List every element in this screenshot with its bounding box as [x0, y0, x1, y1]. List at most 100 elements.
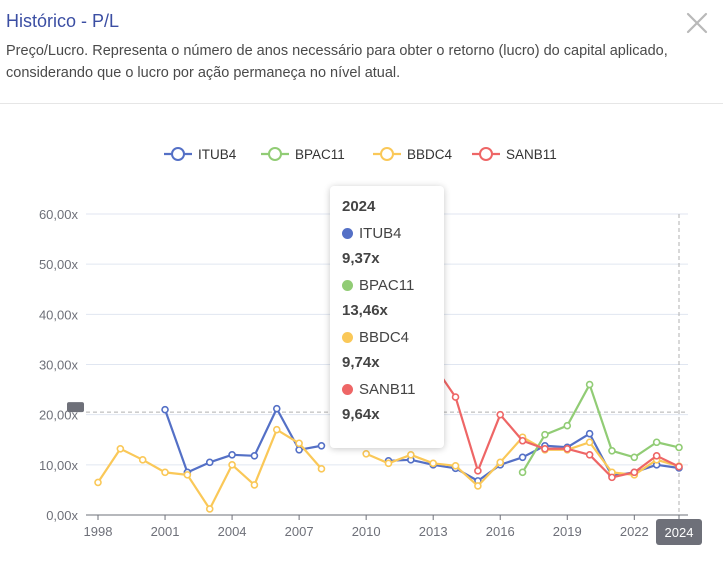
data-point — [518, 468, 527, 477]
tooltip-series-name: ITUB4 — [359, 224, 402, 242]
x-tick-label: 2016 — [486, 524, 515, 539]
data-point — [474, 467, 482, 475]
tooltip-series-dot — [342, 383, 353, 395]
series-line — [521, 383, 680, 473]
series-BPAC11 — [518, 380, 683, 477]
close-icon[interactable] — [684, 10, 710, 36]
y-tick-label: 50,00x — [39, 257, 79, 272]
data-point — [317, 465, 326, 473]
legend-item-BPAC11: BPAC11 — [261, 147, 345, 162]
y-tick-label: 0,00x — [46, 508, 78, 523]
legend-label: BBDC4 — [407, 147, 453, 162]
series-SANB11 — [429, 360, 683, 482]
tooltip-series-row: ITUB4 — [342, 224, 432, 242]
tooltip-series-name: SANB11 — [359, 380, 416, 398]
data-point — [585, 429, 594, 438]
data-point — [138, 456, 147, 464]
data-point — [250, 481, 259, 489]
legend-label: BPAC11 — [295, 147, 345, 162]
data-point — [496, 410, 505, 419]
legend-marker — [171, 147, 185, 161]
data-point — [295, 439, 303, 448]
modal-description: Preço/Lucro. Representa o número de anos… — [6, 43, 668, 81]
modal-header: Histórico - P/L Preço/Lucro. Representa … — [0, 0, 723, 104]
y-tick-label: 60,00x — [39, 207, 79, 222]
data-point — [563, 444, 572, 453]
x-tick-label: 2019 — [553, 524, 582, 539]
tooltip-title: 2024 — [342, 198, 376, 215]
x-tick-label: 2007 — [285, 524, 314, 539]
x-tick-label: 1998 — [84, 524, 113, 539]
legend-label: SANB11 — [506, 147, 557, 162]
axis-pointer-x-label: 2024 — [665, 525, 694, 540]
y-tick-label: 30,00x — [39, 358, 79, 373]
y-tick-label: 40,00x — [39, 307, 79, 322]
chart-tooltip: 2024 ITUB4 9,37x BPAC11 13,46x BBDC4 9,74x SAN… — [330, 186, 444, 448]
data-point — [228, 450, 236, 459]
x-tick-label: 2010 — [352, 524, 381, 539]
legend-item-SANB11: SANB11 — [472, 147, 557, 162]
y-tick-label: 10,00x — [39, 458, 79, 473]
data-point — [630, 468, 639, 477]
data-point — [541, 444, 549, 453]
data-point — [407, 450, 415, 459]
tooltip-series-row: SANB11 — [342, 380, 432, 398]
tooltip-series-dot — [342, 227, 353, 239]
legend-marker — [380, 147, 394, 161]
data-point — [272, 404, 281, 413]
chart-canvas: 0,00x10,00x20,00x30,00x40,00x50,00x60,00… — [39, 147, 702, 545]
data-point — [205, 505, 214, 513]
data-point — [518, 453, 527, 462]
tooltip-series-dot — [342, 279, 353, 291]
data-point — [250, 452, 259, 460]
data-point — [541, 430, 549, 439]
legend-marker — [268, 147, 282, 161]
tooltip-series-value: 13,46x — [342, 302, 388, 319]
data-point — [183, 471, 192, 479]
data-point — [518, 436, 527, 445]
tooltip-series-name: BBDC4 — [359, 328, 410, 346]
data-point — [652, 452, 661, 460]
series-line — [97, 428, 323, 511]
data-point — [451, 393, 460, 401]
data-point — [116, 444, 125, 453]
data-point — [161, 468, 169, 477]
data-point — [563, 421, 572, 430]
data-point — [384, 459, 393, 468]
tooltip-series-value: 9,64x — [342, 406, 380, 423]
data-point — [205, 458, 214, 467]
legend-marker — [479, 147, 493, 161]
legend-label: ITUB4 — [198, 147, 237, 162]
data-point — [608, 446, 616, 455]
x-tick-label: 2001 — [151, 524, 180, 539]
data-point — [94, 478, 102, 487]
tooltip-series-row: BPAC11 — [342, 276, 432, 294]
data-point — [272, 425, 281, 434]
data-point — [608, 473, 616, 482]
data-point — [317, 441, 326, 450]
data-point — [362, 449, 370, 458]
data-point — [474, 482, 482, 490]
data-point — [451, 462, 460, 470]
axis-pointer-x-badge — [656, 519, 702, 545]
x-tick-label: 2013 — [419, 524, 448, 539]
data-point — [652, 438, 661, 447]
data-point — [585, 380, 594, 389]
tooltip-series-name: BPAC11 — [359, 276, 415, 294]
axis-pointer-y-badge — [67, 402, 84, 413]
series-line — [432, 363, 680, 479]
x-tick-label: 2022 — [620, 524, 649, 539]
data-point — [228, 461, 236, 469]
data-point — [630, 453, 639, 462]
x-tick-label: 2004 — [218, 524, 247, 539]
legend-item-BBDC4: BBDC4 — [373, 147, 453, 162]
data-point — [496, 458, 505, 467]
data-point — [585, 438, 594, 447]
data-point — [585, 450, 594, 459]
data-point — [675, 462, 683, 471]
modal-title: Histórico - P/L — [6, 11, 120, 31]
tooltip-series-value: 9,74x — [342, 354, 380, 371]
data-point — [295, 445, 303, 454]
data-point — [675, 443, 683, 452]
pl-history-chart: 0,00x 10,00x 20,00x 30,00x 40,00x 50,00x 60,00… — [0, 104, 723, 561]
